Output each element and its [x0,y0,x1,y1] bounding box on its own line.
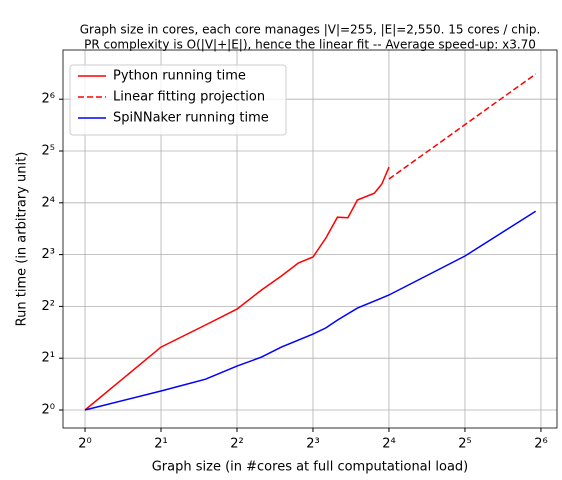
x-tick-label: 2⁵ [458,437,471,452]
y-axis-label: Run time (in arbitrary unit) [15,152,30,327]
y-tick-label: 2⁵ [42,143,55,158]
legend-box [69,64,287,136]
y-tick-label: 2³ [42,247,55,262]
y-tick-label: 2¹ [42,351,55,366]
x-tick-label: 2¹ [154,437,167,452]
chart-subtitle: PR complexity is O(|V|+|E|), hence the l… [84,38,536,52]
line-series [84,166,390,411]
legend-label: Python running time [113,69,246,84]
legend: Python running time Linear fitting projec… [69,64,287,136]
x-tick-label: 2⁴ [382,437,395,452]
chart-title: Graph size in cores, each core manages |… [80,23,541,37]
legend-label: Linear fitting projection [113,90,265,105]
x-tick-label: 2³ [306,437,319,452]
x-tick-label: 2² [230,437,243,452]
legend-label: SpiNNaker running time [113,111,269,126]
y-tick-label: 2⁶ [42,92,55,107]
line-series [84,210,537,411]
x-tick-label: 2⁶ [534,437,547,452]
x-axis-label: Graph size (in #cores at full computatio… [152,460,469,475]
y-tick-label: 2⁴ [42,195,55,210]
line-series [388,73,537,180]
plot-frame [62,49,558,429]
y-tick-label: 2⁰ [42,403,55,418]
x-tick-label: 2⁰ [78,437,91,452]
y-tick-label: 2² [42,299,55,314]
